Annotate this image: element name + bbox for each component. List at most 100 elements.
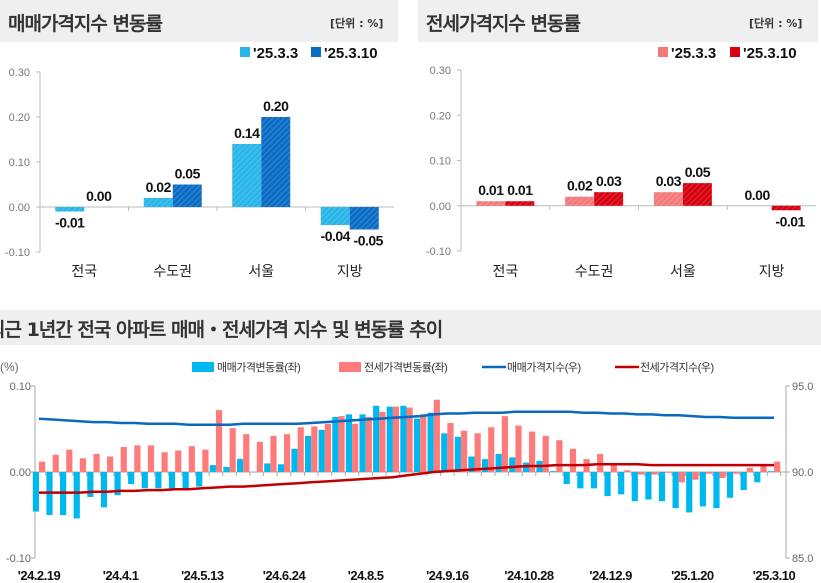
jeonse-change-bar [229,428,236,472]
trend-left-axis-unit: (%) [0,360,19,374]
sale-panel-header [0,0,398,42]
jeonse-change-bar [215,410,223,472]
trend-right-tick-label: 90.0 [792,467,813,479]
sale-change-bar [645,472,652,500]
sale-data-label: -0.01 [55,215,85,231]
jeonse-change-bar [406,407,413,472]
sale-bar-hatch [172,184,202,207]
jeonse-change-bar [733,472,740,474]
sale-y-tick-label: 0.30 [9,67,30,79]
sale-panel-title: 매매가격지수 변동률 [8,13,163,35]
trend-legend-label: 매매가격지수(우) [507,361,581,374]
sale-category-label: 지방 [337,263,363,279]
sale-change-bar [495,453,502,472]
jeonse-change-bar [719,472,726,479]
jeonse-data-label: 0.03 [596,173,622,189]
sale-change-bar [454,436,461,472]
jeonse-change-bar [556,440,563,472]
sale-change-bar [563,472,570,485]
jeonse-change-bar [447,422,454,472]
jeonse-change-bar [488,427,495,472]
sale-change-bar [100,472,108,508]
jeonse-legend-label: '25.3.3 [671,45,716,62]
sale-change-bar [168,472,176,489]
jeonse-change-bar [774,461,781,472]
jeonse-change-bar [542,435,549,472]
sale-change-bar [359,414,366,472]
jeonse-change-bar [637,472,645,475]
jeonse-y-tick-label: 0.10 [430,156,451,168]
sale-change-bar [631,472,638,502]
jeonse-change-bar [665,472,672,473]
trend-x-tick-label: '25.3.10 [753,568,796,583]
jeonse-change-bar [297,427,304,472]
sale-change-bar [223,466,230,472]
jeonse-change-bar [569,448,577,472]
sale-change-bar [277,464,284,472]
jeonse-change-bar [52,454,59,472]
jeonse-category-label: 전국 [492,263,518,279]
jeonse-change-bar [651,472,658,475]
trend-legend-label: 매매가격변동률(좌) [217,361,300,374]
sale-change-bar [672,472,679,509]
jeonse-change-bar [610,465,617,472]
jeonse-change-bar [147,445,155,472]
trend-x-tick-label: '24.10.28 [504,568,553,583]
jeonse-legend-swatch [730,47,740,57]
trend-left-tick-label: 0.00 [10,467,31,479]
sale-change-bar [345,414,353,472]
sale-legend-swatch [240,47,250,57]
sale-change-bar [481,459,489,472]
sale-category-label: 수도권 [153,263,192,279]
sale-change-bar [291,448,298,472]
jeonse-change-bar [202,449,209,472]
sale-change-bar [740,472,747,491]
jeonse-change-bar [256,441,263,472]
jeonse-data-label: 0.01 [507,182,533,198]
jeonse-change-bar [161,452,168,472]
sale-category-label: 전국 [71,263,97,279]
jeonse-y-tick-label: -0.10 [426,246,451,258]
sale-index-line [38,410,774,426]
jeonse-change-bar [107,456,114,472]
sale-change-bar [73,472,80,519]
sale-bar-hatch [261,117,291,207]
sale-y-tick-label: -0.10 [5,247,30,259]
jeonse-change-bar [365,416,372,472]
sale-data-label: 0.20 [263,98,289,114]
trend-left-tick-label: 0.10 [10,381,31,393]
jeonse-legend-swatch [658,47,668,57]
jeonse-change-bar [338,416,345,472]
trend-x-tick-label: '24.12.9 [589,568,632,583]
sale-data-label: -0.04 [321,228,351,244]
jeonse-change-bar [324,423,332,472]
sale-data-label: 0.14 [234,125,260,141]
jeonse-bar-hatch [476,201,506,206]
jeonse-change-bar [352,423,359,472]
jeonse-change-bar [597,453,604,472]
sale-change-bar [713,472,720,509]
trend-x-tick-label: '24.2.19 [18,568,61,583]
sale-change-bar [196,472,203,487]
trend-x-tick-label: '24.4.1 [103,568,139,583]
jeonse-change-bar [188,446,195,472]
jeonse-category-label: 지방 [759,263,785,279]
trend-legend-swatch [339,362,361,372]
jeonse-change-bar [379,411,386,472]
sale-change-bar [386,406,393,472]
sale-data-label: 0.02 [146,179,172,195]
jeonse-data-label: 0.05 [685,164,711,180]
jeonse-change-bar [705,472,713,474]
jeonse-change-bar [760,465,767,472]
sale-category-label: 서울 [248,263,274,279]
sale-change-bar [305,435,312,472]
jeonse-index-line [39,463,774,494]
sale-legend-swatch [311,47,321,57]
trend-x-tick-label: '24.8.5 [348,568,384,583]
trend-left-tick-label: -0.10 [6,553,31,565]
sale-panel-unit: [단위 : %] [330,17,384,30]
sale-data-label: 0.00 [86,188,112,204]
jeonse-bar-hatch [505,201,535,206]
jeonse-y-tick-label: 0.30 [430,65,451,77]
